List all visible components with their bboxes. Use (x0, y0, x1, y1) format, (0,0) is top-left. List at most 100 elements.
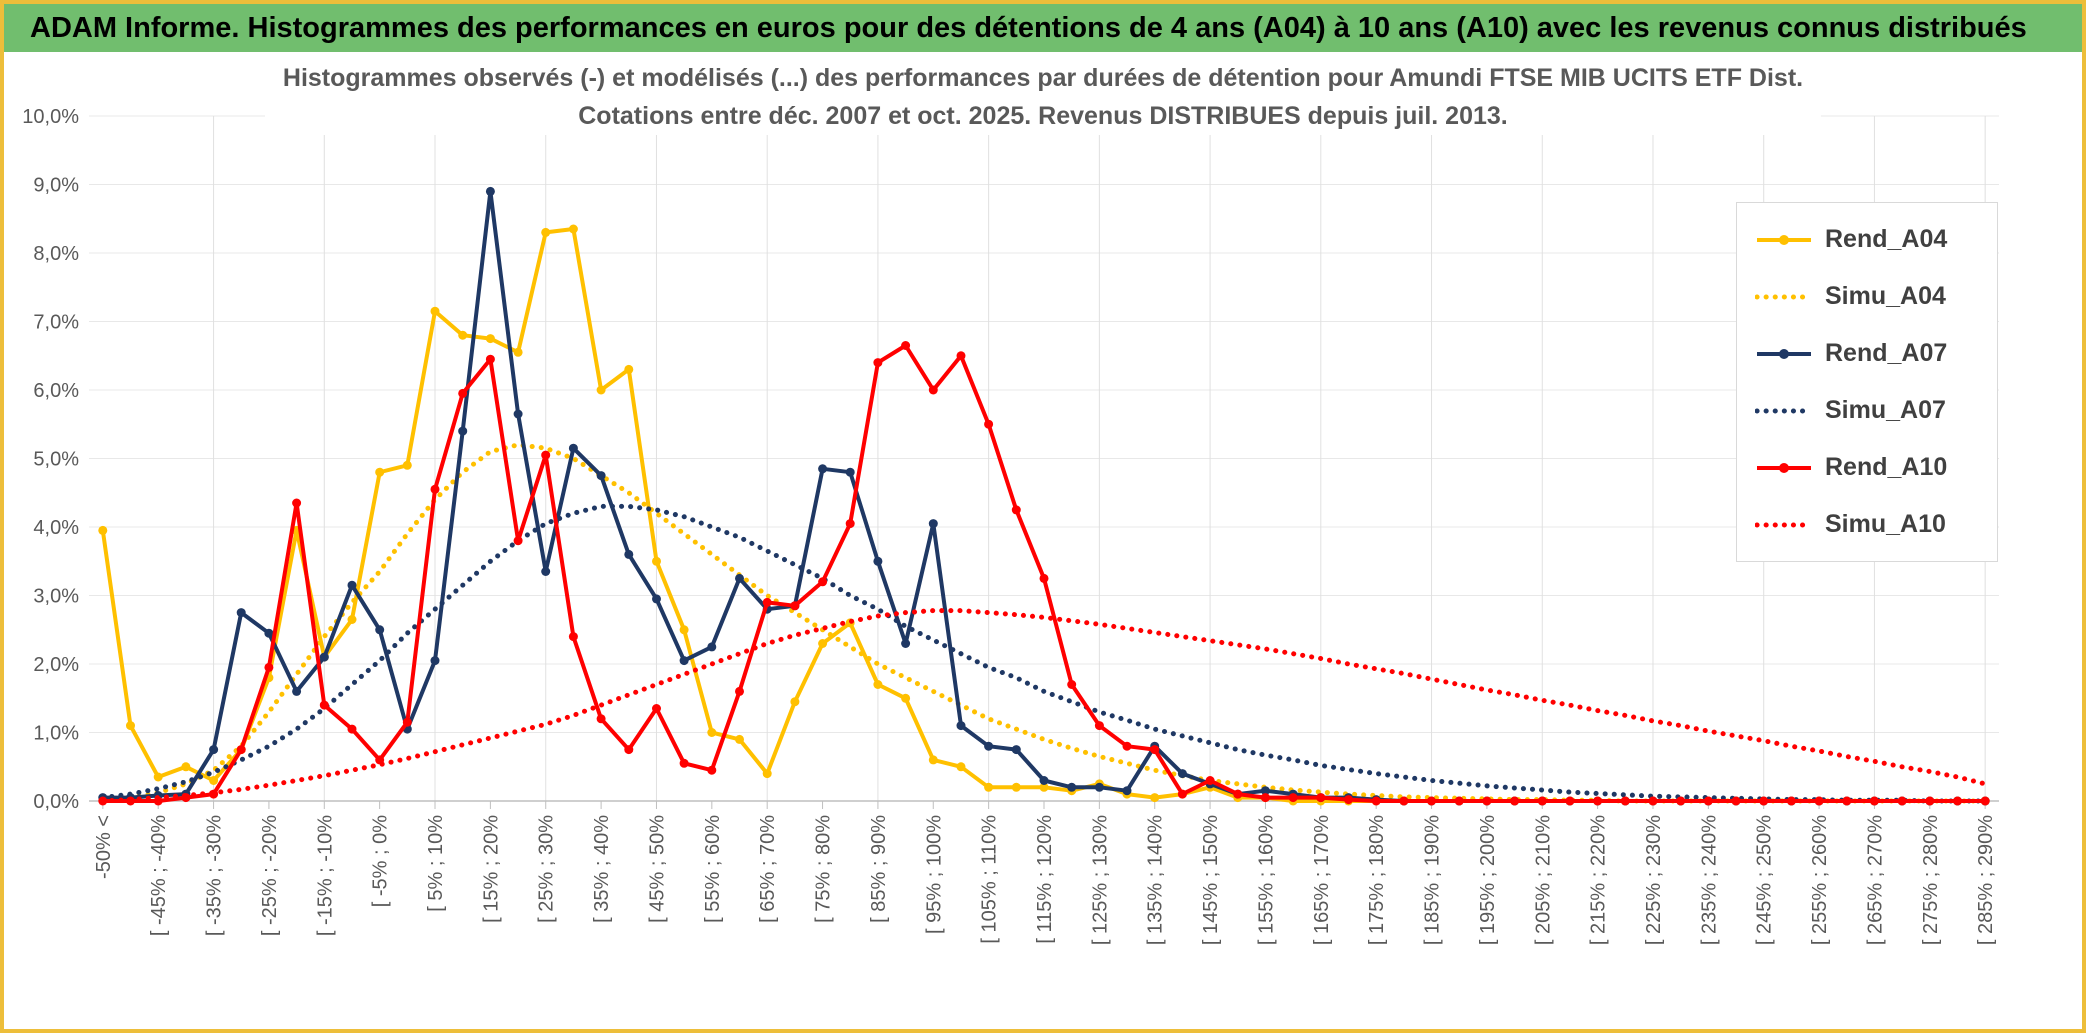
legend-line-sample-Rend_A07 (1757, 348, 1811, 359)
x-axis-label: [ 5% ; 10% (425, 815, 447, 912)
marker-Rend_A04 (624, 364, 634, 374)
marker-Rend_A04 (735, 734, 744, 744)
marker-Rend_A04 (707, 728, 717, 737)
chart-container: 0,0% 1,0% 2,0% 3,0% 4,0% 5,0% 6,0% 7,0% 8,0% 9,0%… (4, 52, 2082, 1029)
marker-Rend_A07 (873, 556, 883, 566)
marker-Rend_A10 (541, 450, 551, 460)
legend-label-Simu_A04: Simu_A04 (1825, 282, 1946, 310)
marker-Rend_A10 (1593, 796, 1603, 806)
marker-Rend_A07 (347, 580, 357, 590)
legend-label-Rend_A07: Rend_A07 (1825, 339, 1948, 367)
legend-line-sample-Rend_A10 (1757, 462, 1811, 473)
marker-Rend_A10 (1759, 796, 1769, 806)
marker-Rend_A10 (1980, 796, 1990, 806)
marker-Rend_A04 (873, 680, 883, 689)
legend-line-sample-Simu_A04 (1755, 294, 1813, 299)
marker-Rend_A10 (1953, 796, 1962, 806)
y-axis-label: 6,0% (33, 380, 79, 402)
x-axis-label: [ 55% ; 60% (702, 815, 724, 923)
marker-Rend_A10 (1205, 776, 1215, 785)
x-axis-label: [ -45% ; -40% (148, 815, 170, 936)
marker-Rend_A04 (679, 625, 689, 635)
marker-Rend_A07 (901, 639, 911, 648)
marker-Rend_A04 (790, 697, 800, 707)
legend-item-Rend_A07: Rend_A07 (1755, 339, 1979, 368)
marker-Rend_A10 (1094, 721, 1104, 731)
marker-Rend_A10 (707, 765, 717, 775)
marker-Rend_A07 (1260, 786, 1270, 796)
marker-Rend_A10 (485, 354, 495, 364)
marker-Rend_A07 (264, 628, 274, 638)
marker-Rend_A07 (236, 608, 246, 618)
x-axis-label: [ 235% ; 240% (1698, 815, 1720, 945)
x-axis-label: [ 225% ; 230% (1643, 815, 1665, 945)
marker-Rend_A10 (984, 419, 994, 429)
marker-Rend_A07 (209, 745, 219, 755)
legend-line-sample-Rend_A04 (1757, 234, 1811, 245)
marker-Rend_A10 (1177, 789, 1187, 799)
marker-Rend_A07 (1067, 782, 1077, 792)
marker-Rend_A04 (568, 224, 578, 234)
x-axis-label: [ 215% ; 220% (1588, 815, 1610, 945)
marker-Rend_A10 (735, 686, 744, 696)
marker-Rend_A04 (153, 772, 163, 782)
marker-Rend_A10 (292, 498, 302, 508)
marker-Rend_A10 (1316, 793, 1326, 803)
marker-Rend_A07 (735, 573, 744, 583)
marker-Rend_A07 (292, 686, 302, 696)
marker-Rend_A10 (845, 519, 855, 529)
marker-Rend_A04 (126, 721, 135, 731)
marker-Rend_A10 (1288, 793, 1298, 803)
legend-label-Simu_A07: Simu_A07 (1825, 396, 1946, 424)
marker-Rend_A07 (956, 721, 966, 731)
marker-Rend_A10 (1786, 796, 1796, 806)
x-axis-label: [ 125% ; 130% (1089, 815, 1111, 945)
series-line-Simu_A04 (100, 442, 1988, 804)
x-axis-label: [ 115% ; 120% (1034, 815, 1056, 944)
banner-title: ADAM Informe. Histogrammes des performan… (30, 11, 2027, 44)
marker-Rend_A10 (596, 714, 606, 724)
marker-Rend_A10 (458, 388, 468, 398)
x-axis-label: [ 195% ; 200% (1477, 815, 1499, 945)
marker-Rend_A07 (1011, 745, 1021, 755)
x-axis-label: [ 105% ; 110% (979, 815, 1001, 944)
chart-title-line1: Histogrammes observés (-) et modélisés (… (282, 64, 1804, 92)
x-axis-label: [ 205% ; 210% (1532, 815, 1554, 945)
x-axis-label: [ 15% ; 20% (480, 815, 502, 923)
marker-Rend_A10 (1454, 796, 1464, 806)
marker-Rend_A04 (984, 782, 994, 792)
marker-Rend_A10 (319, 700, 329, 710)
marker-Rend_A10 (1925, 796, 1935, 806)
marker-Rend_A07 (541, 567, 551, 576)
marker-Rend_A10 (264, 662, 274, 672)
legend-item-Simu_A04: Simu_A04 (1755, 282, 1979, 311)
marker-Rend_A10 (1039, 573, 1049, 583)
marker-Rend_A10 (1260, 793, 1270, 803)
marker-Rend_A10 (1620, 796, 1630, 806)
marker-Rend_A07 (375, 625, 385, 635)
chart-svg: 0,0% 1,0% 2,0% 3,0% 4,0% 5,0% 6,0% 7,0% 8,0% 9,0%… (22, 106, 1999, 945)
marker-Rend_A10 (1011, 505, 1021, 515)
marker-Rend_A10 (1648, 796, 1658, 806)
legend-line-sample-Simu_A10 (1755, 522, 1813, 527)
marker-Rend_A10 (402, 717, 412, 727)
marker-Rend_A07 (652, 594, 661, 604)
legend-line-sample-Simu_A07 (1755, 408, 1813, 413)
marker-Rend_A10 (679, 758, 689, 768)
x-axis-label: [ -15% ; -10% (314, 815, 336, 936)
marker-Rend_A10 (1537, 796, 1547, 806)
x-axis-label: [ -35% ; -30% (204, 815, 226, 936)
x-axis-label: [ 135% ; 140% (1145, 815, 1167, 945)
y-axis-label: 4,0% (33, 517, 79, 539)
marker-Rend_A10 (1565, 796, 1575, 806)
marker-Rend_A10 (1482, 796, 1492, 806)
legend-item-Simu_A07: Simu_A07 (1755, 396, 1979, 425)
marker-Rend_A07 (845, 467, 855, 477)
marker-Rend_A10 (762, 597, 772, 607)
marker-Rend_A04 (901, 693, 911, 703)
x-axis-label: [ 45% ; 50% (646, 815, 668, 923)
marker-Rend_A04 (209, 776, 219, 785)
marker-Rend_A04 (347, 615, 357, 624)
x-axis-label: [ 75% ; 80% (813, 815, 835, 923)
marker-Rend_A10 (513, 536, 523, 546)
